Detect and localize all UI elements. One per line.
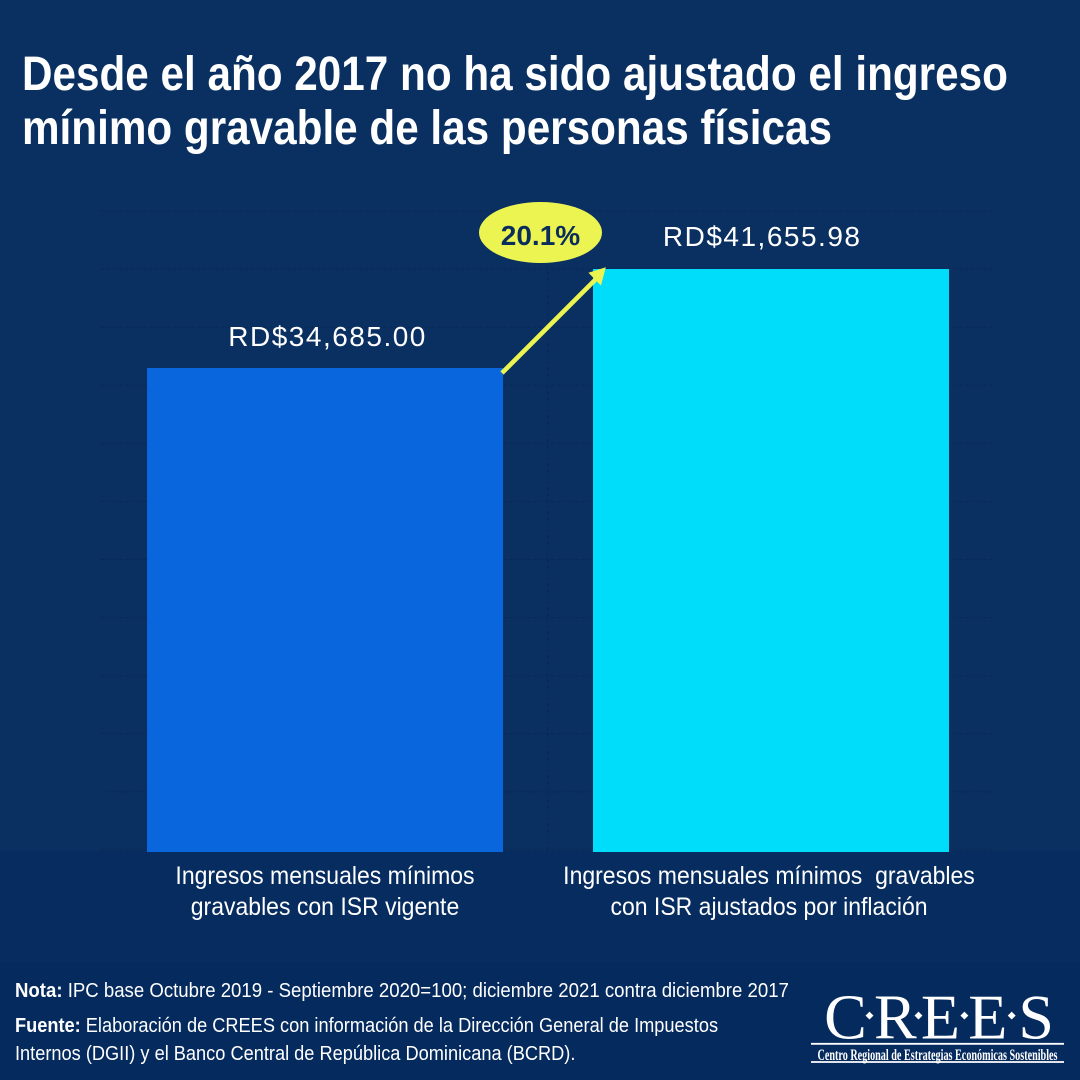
svg-text:R: R (874, 982, 917, 1053)
svg-text:S: S (1018, 982, 1054, 1053)
svg-text:C: C (824, 982, 867, 1053)
svg-text:E: E (921, 982, 960, 1053)
svg-text:Centro Regional de Estrategias: Centro Regional de Estrategias Económica… (818, 1047, 1058, 1064)
svg-text:E: E (968, 982, 1007, 1053)
